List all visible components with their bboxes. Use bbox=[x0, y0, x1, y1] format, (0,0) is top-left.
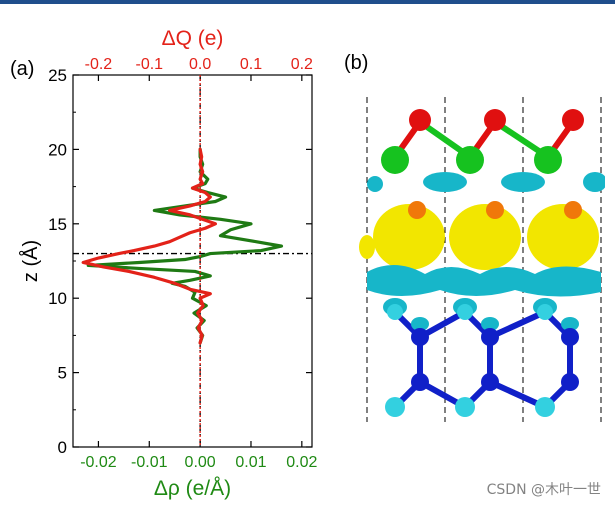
charge-series-line bbox=[81, 147, 217, 345]
charge-depletion-isosurfaces bbox=[367, 172, 605, 331]
density-series-line bbox=[86, 147, 284, 345]
top-tick-label: 0.0 bbox=[189, 56, 211, 73]
cell-boundary-lines bbox=[366, 97, 602, 422]
top-axis-title: ΔQ (e) bbox=[162, 27, 224, 50]
structure-render bbox=[359, 97, 605, 422]
bottom-tick-label: 0.01 bbox=[235, 454, 266, 471]
panel-b-label: (b) bbox=[344, 52, 369, 74]
oxygen-atoms bbox=[409, 109, 584, 131]
orange-atoms bbox=[408, 201, 582, 219]
y-tick-label: 0 bbox=[58, 438, 67, 457]
charge-accumulation-isosurfaces bbox=[359, 204, 599, 270]
y-tick-label: 5 bbox=[58, 364, 67, 383]
charge-density-chart: 0 5 10 15 20 25 z (Å) -0.02 -0.01 0.00 0.01 0.02 Δρ … bbox=[19, 27, 318, 500]
top-accent-bar bbox=[0, 0, 615, 4]
bottom-tick-label: -0.02 bbox=[80, 454, 117, 471]
bottom-tick-label: -0.01 bbox=[131, 454, 168, 471]
top-tick-label: -0.2 bbox=[85, 56, 113, 73]
y-tick-label: 15 bbox=[48, 215, 67, 234]
y-tick-label: 10 bbox=[48, 289, 67, 308]
watermark-text: CSDN @木叶一世 bbox=[486, 482, 601, 498]
panel-a-label: (a) bbox=[10, 58, 35, 80]
bottom-tick-label: 0.02 bbox=[286, 454, 317, 471]
bottom-tick-label: 0.00 bbox=[185, 454, 216, 471]
top-tick-label: 0.2 bbox=[291, 56, 313, 73]
blue-atoms bbox=[411, 328, 579, 391]
cyan-atoms bbox=[385, 304, 555, 417]
y-tick-label: 25 bbox=[48, 66, 67, 85]
y-tick-label: 20 bbox=[48, 140, 67, 159]
y-axis-title: z (Å) bbox=[19, 240, 42, 282]
top-tick-label: -0.1 bbox=[135, 56, 163, 73]
top-tick-label: 0.1 bbox=[240, 56, 262, 73]
green-atoms bbox=[381, 146, 562, 174]
plot-frame bbox=[72, 74, 313, 448]
bottom-axis-title: Δρ (e/Å) bbox=[154, 477, 231, 500]
